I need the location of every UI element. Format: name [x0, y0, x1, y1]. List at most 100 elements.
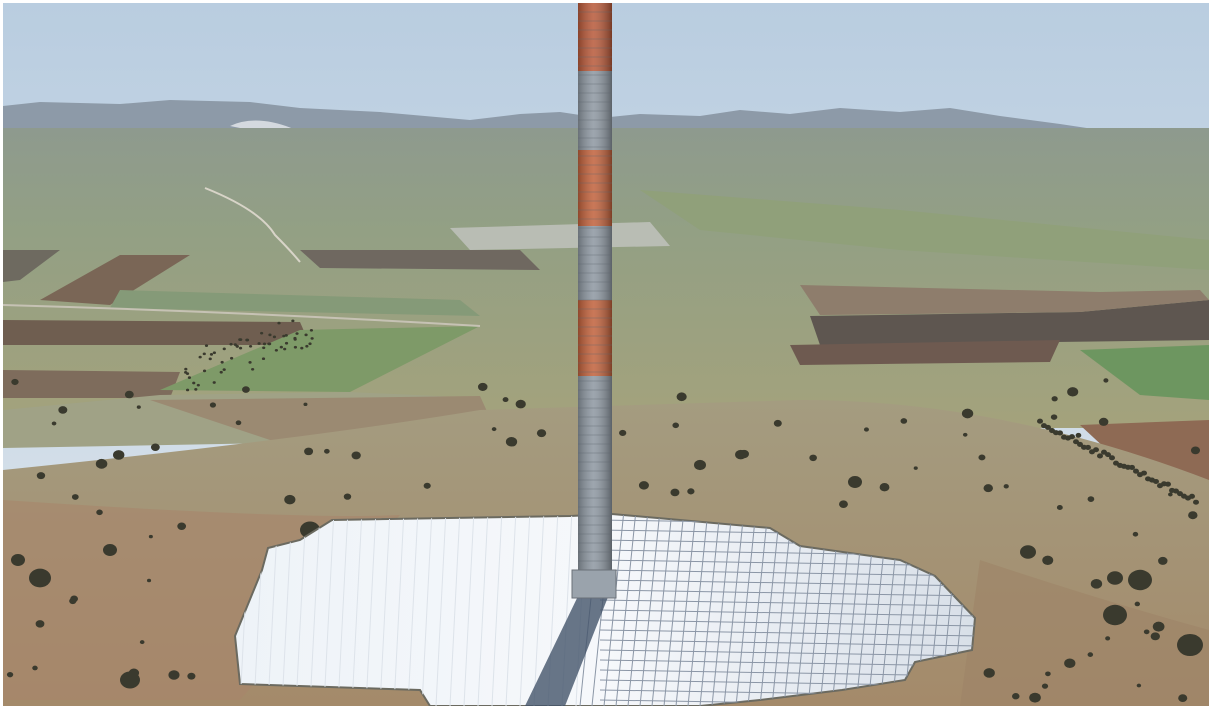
- tree: [95, 458, 108, 469]
- tree: [1029, 692, 1041, 703]
- tree: [491, 427, 497, 432]
- tree: [187, 672, 196, 680]
- grid-line: [295, 514, 307, 706]
- tree: [230, 356, 234, 360]
- tree: [71, 494, 79, 500]
- grid-line: [435, 514, 447, 706]
- tree: [978, 454, 986, 461]
- tree: [274, 348, 278, 352]
- tree: [257, 342, 261, 345]
- tree: [220, 360, 224, 364]
- tree: [423, 482, 431, 489]
- tree: [146, 578, 152, 583]
- tree: [279, 345, 283, 349]
- road: [204, 187, 301, 263]
- tree: [29, 568, 51, 588]
- tree: [293, 336, 297, 340]
- tower-base: [571, 569, 617, 599]
- tree: [1087, 652, 1094, 657]
- tree: [1077, 441, 1083, 447]
- tree: [515, 399, 526, 409]
- tree: [1042, 555, 1054, 565]
- tree: [1143, 629, 1150, 635]
- tree: [304, 333, 308, 337]
- field: [3, 320, 310, 345]
- tree: [1141, 470, 1147, 476]
- tree: [261, 357, 266, 361]
- tree: [295, 332, 299, 335]
- tree: [11, 554, 25, 566]
- tree: [35, 620, 45, 628]
- tree: [1128, 569, 1152, 591]
- grid-line: [477, 514, 489, 706]
- tree: [1103, 378, 1109, 383]
- tree: [739, 449, 750, 459]
- tree: [1041, 683, 1049, 689]
- field: [810, 300, 1209, 345]
- tree: [1190, 446, 1201, 455]
- tree: [293, 345, 298, 349]
- tree: [687, 488, 695, 495]
- tree: [1188, 511, 1198, 520]
- grid-line: [699, 514, 721, 706]
- tree: [1012, 693, 1020, 700]
- grid-line: [599, 599, 975, 607]
- tree: [245, 338, 250, 342]
- tree: [248, 361, 252, 364]
- tree: [1107, 571, 1123, 585]
- tower-rings: [578, 11, 612, 562]
- tree: [204, 344, 209, 348]
- grid-line: [599, 649, 975, 657]
- grid-line: [599, 629, 975, 637]
- tree: [324, 448, 330, 454]
- tree: [502, 397, 509, 403]
- tree: [310, 337, 314, 340]
- tree: [1168, 492, 1173, 497]
- tree: [198, 355, 202, 359]
- tree: [202, 369, 207, 373]
- road: [2, 304, 481, 327]
- tree: [1097, 453, 1103, 459]
- tree: [863, 427, 869, 432]
- tree: [1136, 683, 1142, 688]
- tree: [120, 671, 140, 689]
- grid-line: [533, 514, 545, 706]
- tree: [1153, 478, 1159, 485]
- tree: [51, 421, 57, 426]
- tree: [1129, 464, 1135, 470]
- field: [1080, 345, 1209, 400]
- tree: [879, 483, 890, 492]
- grid-line: [651, 514, 673, 706]
- tree: [282, 334, 286, 338]
- tree: [196, 383, 200, 387]
- grid-line: [491, 514, 503, 706]
- tree: [150, 443, 160, 451]
- tree: [351, 451, 361, 460]
- tree: [1085, 444, 1091, 451]
- tree: [209, 402, 217, 408]
- tree: [202, 352, 206, 356]
- grid-line: [505, 514, 517, 706]
- grid-line: [599, 639, 975, 647]
- tree: [1051, 396, 1058, 402]
- tree: [1158, 556, 1168, 565]
- tower: [571, 3, 617, 599]
- tree: [235, 345, 239, 348]
- tree: [222, 368, 226, 372]
- grid-line: [663, 514, 685, 706]
- field: [450, 222, 670, 250]
- grid-line: [351, 514, 363, 706]
- tree: [185, 388, 190, 392]
- tree: [308, 342, 312, 346]
- tree: [168, 670, 180, 680]
- tree: [208, 357, 212, 361]
- tree: [58, 406, 68, 414]
- tree: [212, 381, 216, 384]
- tree: [283, 347, 287, 351]
- tree: [1037, 418, 1043, 424]
- field: [640, 190, 1209, 270]
- field: [3, 250, 60, 282]
- tree: [36, 472, 46, 480]
- tree: [248, 344, 253, 348]
